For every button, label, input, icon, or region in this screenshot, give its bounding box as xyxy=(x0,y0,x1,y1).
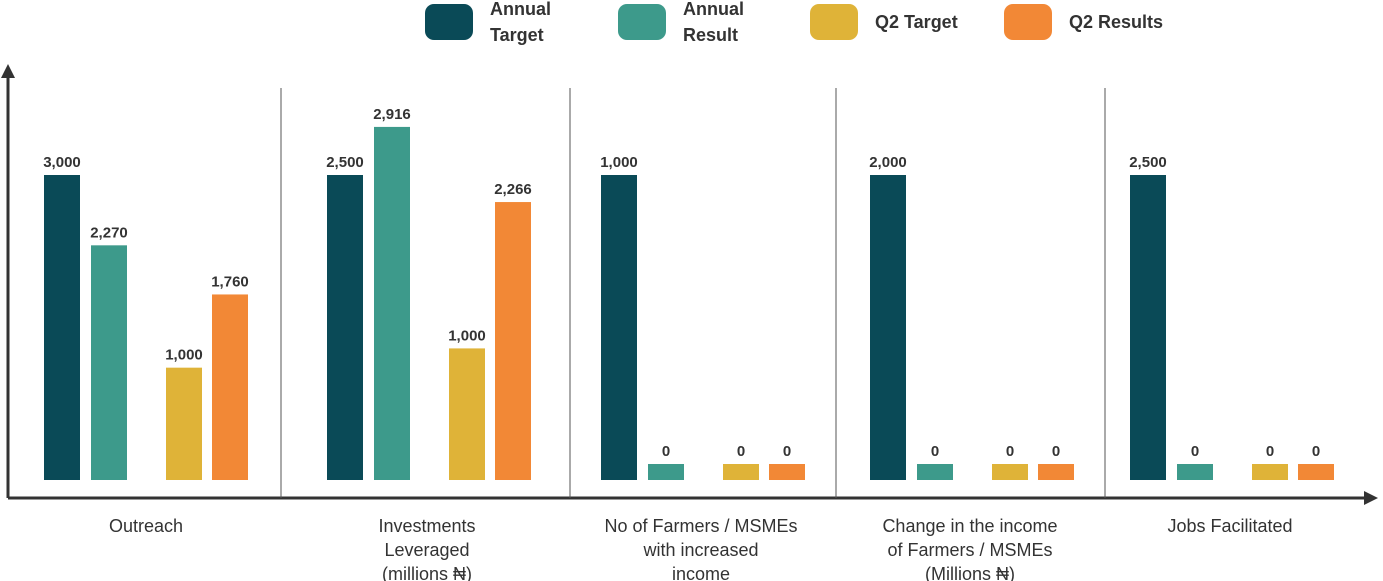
bar xyxy=(1130,175,1166,480)
data-label: 1,000 xyxy=(165,347,203,364)
category-label: (Millions ₦) xyxy=(925,564,1015,581)
bar xyxy=(1252,464,1288,480)
data-label: 1,000 xyxy=(448,327,486,344)
data-label: 0 xyxy=(1266,443,1274,460)
bar xyxy=(870,175,906,480)
legend-swatch xyxy=(618,4,666,40)
data-label: 0 xyxy=(1006,443,1014,460)
legend-label: Q2 Results xyxy=(1069,12,1163,32)
legend-label: Result xyxy=(683,25,738,45)
bar xyxy=(769,464,805,480)
data-label: 0 xyxy=(662,443,670,460)
bar xyxy=(648,464,684,480)
bar xyxy=(1177,464,1213,480)
bar xyxy=(91,245,127,480)
category-label: income xyxy=(672,564,730,581)
legend-label: Annual xyxy=(490,0,551,19)
bar xyxy=(992,464,1028,480)
data-label: 2,916 xyxy=(373,106,411,123)
bar xyxy=(212,294,248,480)
category-label: (millions ₦) xyxy=(382,564,472,581)
data-label: 2,270 xyxy=(90,224,128,241)
data-label: 1,760 xyxy=(211,273,249,290)
bar xyxy=(1038,464,1074,480)
category-label: Outreach xyxy=(109,516,183,536)
bar xyxy=(449,348,485,480)
data-label: 2,500 xyxy=(326,154,364,171)
legend-label: Q2 Target xyxy=(875,12,958,32)
data-label: 0 xyxy=(737,443,745,460)
bar xyxy=(327,175,363,480)
category-label: Investments xyxy=(378,516,475,536)
category-label: of Farmers / MSMEs xyxy=(887,540,1052,560)
category-label: No of Farmers / MSMEs xyxy=(604,516,797,536)
bar xyxy=(495,202,531,480)
y-axis-arrow-icon xyxy=(1,64,15,78)
legend-swatch xyxy=(1004,4,1052,40)
data-label: 0 xyxy=(783,443,791,460)
data-label: 1,000 xyxy=(600,154,638,171)
x-axis-arrow-icon xyxy=(1364,491,1378,505)
bar xyxy=(723,464,759,480)
data-label: 2,000 xyxy=(869,154,907,171)
category-label: with increased xyxy=(642,540,758,560)
bar xyxy=(1298,464,1334,480)
data-label: 2,500 xyxy=(1129,154,1167,171)
legend-label: Annual xyxy=(683,0,744,19)
category-label: Jobs Facilitated xyxy=(1167,516,1292,536)
legend-swatch xyxy=(810,4,858,40)
bar xyxy=(917,464,953,480)
legend-label: Target xyxy=(490,25,544,45)
legend-swatch xyxy=(425,4,473,40)
data-label: 3,000 xyxy=(43,154,81,171)
data-label: 0 xyxy=(1191,443,1199,460)
bar xyxy=(166,367,202,480)
bar xyxy=(44,175,80,480)
category-label: Leveraged xyxy=(384,540,469,560)
bar xyxy=(374,126,410,480)
bar xyxy=(601,175,637,480)
data-label: 0 xyxy=(1312,443,1320,460)
category-label: Change in the income xyxy=(882,516,1057,536)
data-label: 2,266 xyxy=(494,181,532,198)
data-label: 0 xyxy=(931,443,939,460)
data-label: 0 xyxy=(1052,443,1060,460)
